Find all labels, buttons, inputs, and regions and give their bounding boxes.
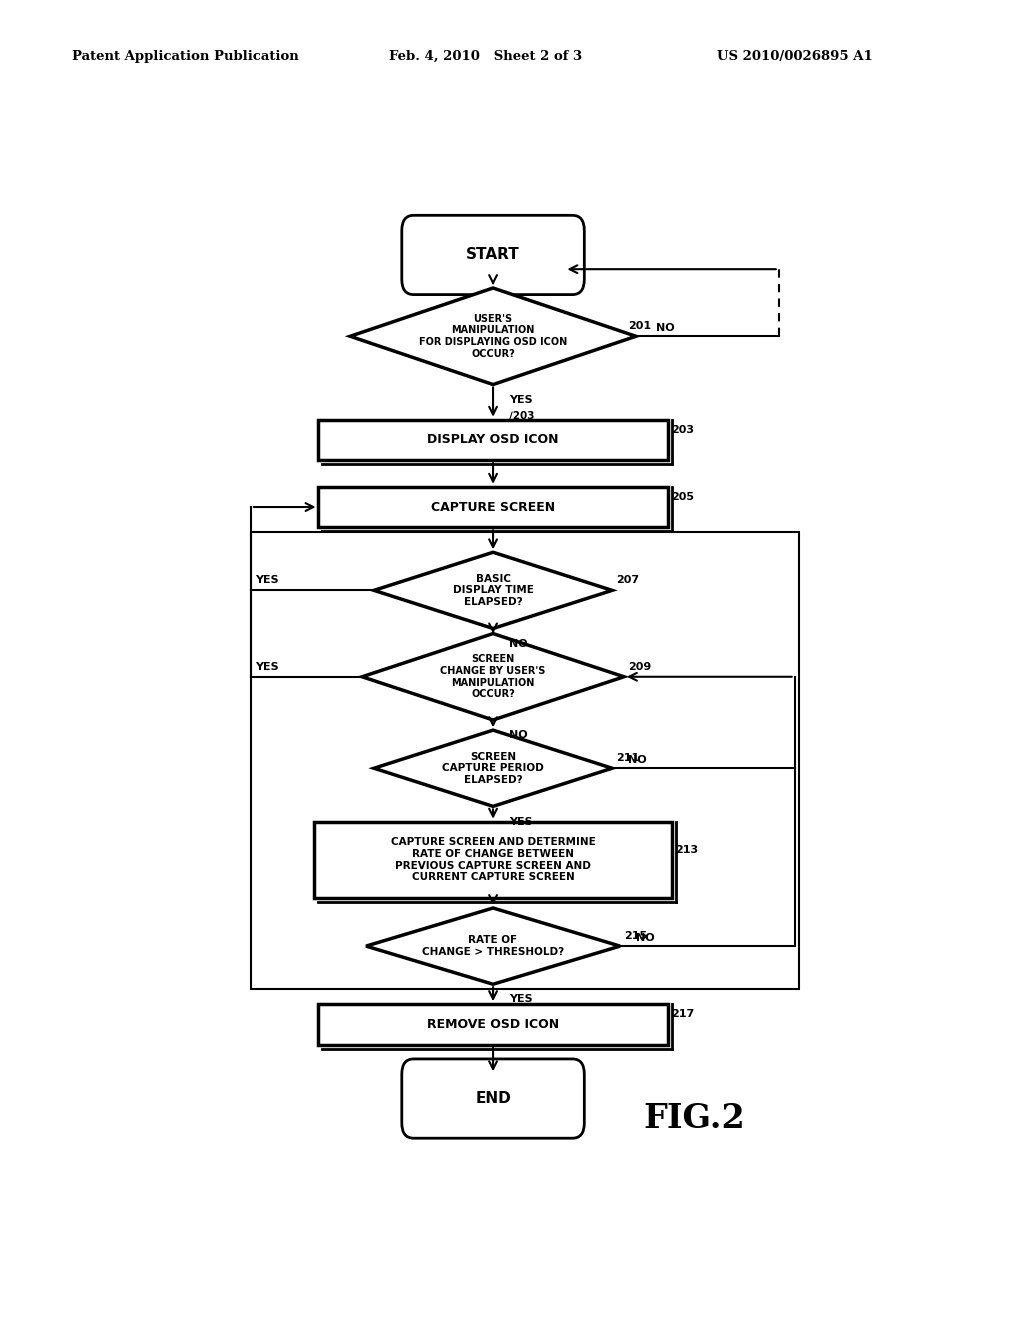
Text: YES: YES [509,994,532,1005]
Text: US 2010/0026895 A1: US 2010/0026895 A1 [717,50,872,63]
Polygon shape [362,634,624,719]
Polygon shape [350,288,636,384]
Text: NO: NO [628,755,646,766]
Text: 215: 215 [624,931,647,941]
Text: NO: NO [655,323,675,333]
FancyBboxPatch shape [401,1059,585,1138]
Text: 207: 207 [616,576,639,585]
Polygon shape [367,908,620,985]
Text: START: START [466,247,520,263]
Text: 201: 201 [628,321,651,331]
Bar [318,420,668,461]
Text: NO: NO [509,639,527,648]
Bar [318,487,668,528]
Text: END: END [475,1092,511,1106]
Polygon shape [374,552,612,628]
Text: Patent Application Publication: Patent Application Publication [72,50,298,63]
Text: NO: NO [509,730,527,741]
Text: REMOVE OSD ICON: REMOVE OSD ICON [427,1018,559,1031]
Polygon shape [374,730,612,807]
Text: CAPTURE SCREEN AND DETERMINE
RATE OF CHANGE BETWEEN
PREVIOUS CAPTURE SCREEN AND
: CAPTURE SCREEN AND DETERMINE RATE OF CHA… [391,837,595,882]
Text: SCREEN
CHANGE BY USER'S
MANIPULATION
OCCUR?: SCREEN CHANGE BY USER'S MANIPULATION OCC… [440,655,546,700]
Text: BASIC
DISPLAY TIME
ELAPSED?: BASIC DISPLAY TIME ELAPSED? [453,574,534,607]
Text: YES: YES [255,576,279,585]
Text: 217: 217 [672,1010,695,1019]
Text: 213: 213 [676,845,698,854]
Text: Feb. 4, 2010   Sheet 2 of 3: Feb. 4, 2010 Sheet 2 of 3 [389,50,583,63]
Text: SCREEN
CAPTURE PERIOD
ELAPSED?: SCREEN CAPTURE PERIOD ELAPSED? [442,751,544,785]
Text: DISPLAY OSD ICON: DISPLAY OSD ICON [427,433,559,446]
Bar [314,821,672,898]
Text: USER'S
MANIPULATION
FOR DISPLAYING OSD ICON
OCCUR?: USER'S MANIPULATION FOR DISPLAYING OSD I… [419,314,567,359]
Text: 211: 211 [616,754,639,763]
Text: YES: YES [509,395,532,405]
Text: NO: NO [636,933,654,942]
Text: 209: 209 [628,661,651,672]
Text: RATE OF
CHANGE > THRESHOLD?: RATE OF CHANGE > THRESHOLD? [422,936,564,957]
Text: ∕203: ∕203 [509,411,535,420]
Bar [251,532,799,989]
Text: 203: 203 [672,425,694,434]
Text: 205: 205 [672,492,694,502]
Bar [318,1005,668,1044]
Text: YES: YES [255,661,279,672]
Text: YES: YES [509,817,532,826]
FancyBboxPatch shape [401,215,585,294]
Text: CAPTURE SCREEN: CAPTURE SCREEN [431,500,555,513]
Text: FIG.2: FIG.2 [644,1102,745,1135]
